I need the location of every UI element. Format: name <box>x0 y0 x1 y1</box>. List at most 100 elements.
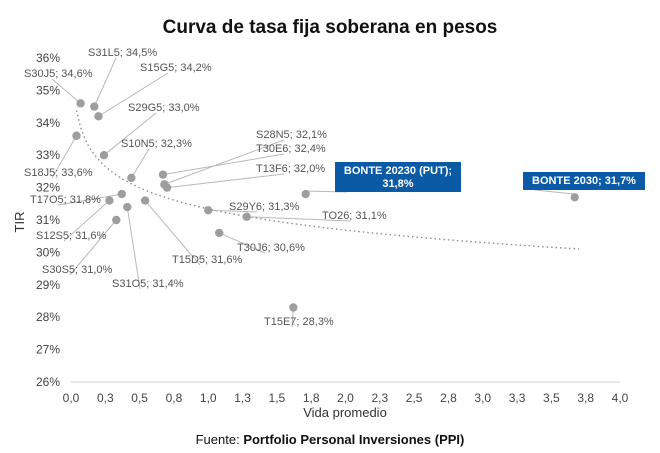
leader-line <box>93 57 117 107</box>
data-label: S31L5; 34,5% <box>88 47 157 59</box>
leader-line <box>219 232 266 254</box>
highlight-label-box <box>335 162 461 192</box>
data-point <box>289 303 298 312</box>
data-point <box>94 112 103 121</box>
data-point <box>242 212 251 221</box>
x-tick-label: 1,5 <box>269 391 286 405</box>
data-point <box>76 99 85 108</box>
data-point <box>90 102 99 111</box>
data-point <box>99 151 109 160</box>
x-tick-label: 0,0 <box>63 391 80 405</box>
y-axis-label: TIR <box>12 212 27 233</box>
x-axis-label: Vida promedio <box>303 405 387 420</box>
chart-title: Curva de tasa fija soberana en pesos <box>163 17 498 38</box>
leader-line <box>534 189 578 195</box>
y-tick-label: 33% <box>36 148 60 162</box>
data-label: T17O5; 31,8% <box>30 194 101 206</box>
y-tick-label: 30% <box>36 245 60 259</box>
y-tick-label: 29% <box>36 278 60 292</box>
data-point <box>123 202 132 212</box>
source-note: Fuente: Portfolio Personal Inversiones (… <box>196 432 465 447</box>
x-tick-label: 1,3 <box>234 391 251 405</box>
data-point <box>215 228 224 238</box>
data-label: T15D5; 31,6% <box>172 254 243 266</box>
x-tick-label: 3,3 <box>509 391 526 405</box>
leader-line <box>98 72 169 117</box>
data-label: S15G5; 34,2% <box>140 62 212 74</box>
data-label: S10N5; 32,3% <box>121 138 192 150</box>
y-tick-label: 32% <box>36 181 60 195</box>
y-tick-label: 34% <box>36 116 60 130</box>
data-point <box>301 189 310 199</box>
leader-line <box>164 139 285 185</box>
data-label: S30J5; 34,6% <box>24 68 93 80</box>
x-tick-label: 2,0 <box>337 391 354 405</box>
highlight-label: BONTE 20230 (PUT); 31,8% <box>344 165 452 190</box>
leader-line <box>246 216 351 222</box>
leader-line <box>69 219 117 276</box>
data-label: S28N5; 32,1% <box>256 129 327 141</box>
data-point <box>570 193 579 202</box>
leader-line <box>208 209 258 213</box>
data-points <box>72 99 579 312</box>
data-label: T15E7; 28,3% <box>264 316 334 328</box>
x-tick-label: 3,8 <box>577 391 594 405</box>
data-point <box>117 189 126 199</box>
source-prefix: Fuente: <box>196 432 244 447</box>
data-label: S31O5; 31,4% <box>112 278 184 290</box>
leader-line <box>167 173 285 189</box>
trendline <box>75 110 579 250</box>
source-name: Portfolio Personal Inversiones (PPI) <box>243 432 464 447</box>
data-label: S29Y6; 31,3% <box>229 201 300 213</box>
leader-line <box>126 206 141 290</box>
data-label: T13F6; 32,0% <box>256 163 325 175</box>
x-axis-ticks: 0,0 0,3 0,5 0,8 1,0 1,3 1,5 1,8 2,0 2,3 2,5 2,8 3,0 3… <box>63 391 629 405</box>
data-label: S29G5; 33,0% <box>128 102 200 114</box>
data-point <box>204 206 213 215</box>
y-tick-label: 31% <box>36 213 60 227</box>
data-point <box>162 183 172 192</box>
x-tick-label: 3,0 <box>474 391 491 405</box>
x-tick-label: 1,0 <box>200 391 217 405</box>
data-label: S30S5; 31,0% <box>42 264 113 276</box>
data-label: T30E6; 32,4% <box>256 143 326 155</box>
data-label: S18J5; 33,6% <box>24 167 93 179</box>
x-tick-label: 2,3 <box>371 391 388 405</box>
data-point <box>140 196 150 205</box>
x-tick-label: 2,8 <box>440 391 457 405</box>
x-tick-label: 4,0 <box>612 391 629 405</box>
highlight-label: BONTE 2030; 31,7% <box>532 175 636 187</box>
x-tick-label: 0,8 <box>166 391 183 405</box>
data-point <box>72 131 81 140</box>
y-tick-label: 36% <box>36 51 60 65</box>
leader-line <box>162 153 285 176</box>
x-tick-label: 1,8 <box>303 391 320 405</box>
data-labels: S31L5; 34,5% S30J5; 34,6% S15G5; 34,2% S18J… <box>24 47 645 328</box>
leader-line <box>63 200 110 242</box>
y-tick-label: 35% <box>36 83 60 97</box>
leader-line <box>57 193 122 206</box>
data-label: S12S5; 31,6% <box>36 230 107 242</box>
highlight-label-box <box>523 172 645 190</box>
x-tick-label: 3,5 <box>543 391 560 405</box>
x-tick-label: 0,3 <box>97 391 114 405</box>
x-tick-label: 0,5 <box>131 391 148 405</box>
y-tick-label: 27% <box>36 343 60 357</box>
leader-line <box>51 78 81 104</box>
x-tick-label: 2,5 <box>406 391 423 405</box>
data-point <box>105 196 114 205</box>
data-point <box>127 173 136 183</box>
data-label: T30J6; 30,6% <box>237 242 305 254</box>
leader-line <box>51 135 77 179</box>
data-label: TO26; 31,1% <box>322 210 387 222</box>
leader-line <box>144 200 201 266</box>
y-tick-label: 26% <box>36 375 60 389</box>
leader-lines <box>51 57 578 328</box>
data-point <box>158 170 168 179</box>
y-axis-ticks: 26% 27% 28% 29% 30% 31% 32% 33% 34% 35% 36% <box>36 51 60 389</box>
leader-line <box>103 112 157 156</box>
y-tick-label: 28% <box>36 310 60 324</box>
leader-line <box>130 148 150 179</box>
data-point <box>112 215 121 225</box>
